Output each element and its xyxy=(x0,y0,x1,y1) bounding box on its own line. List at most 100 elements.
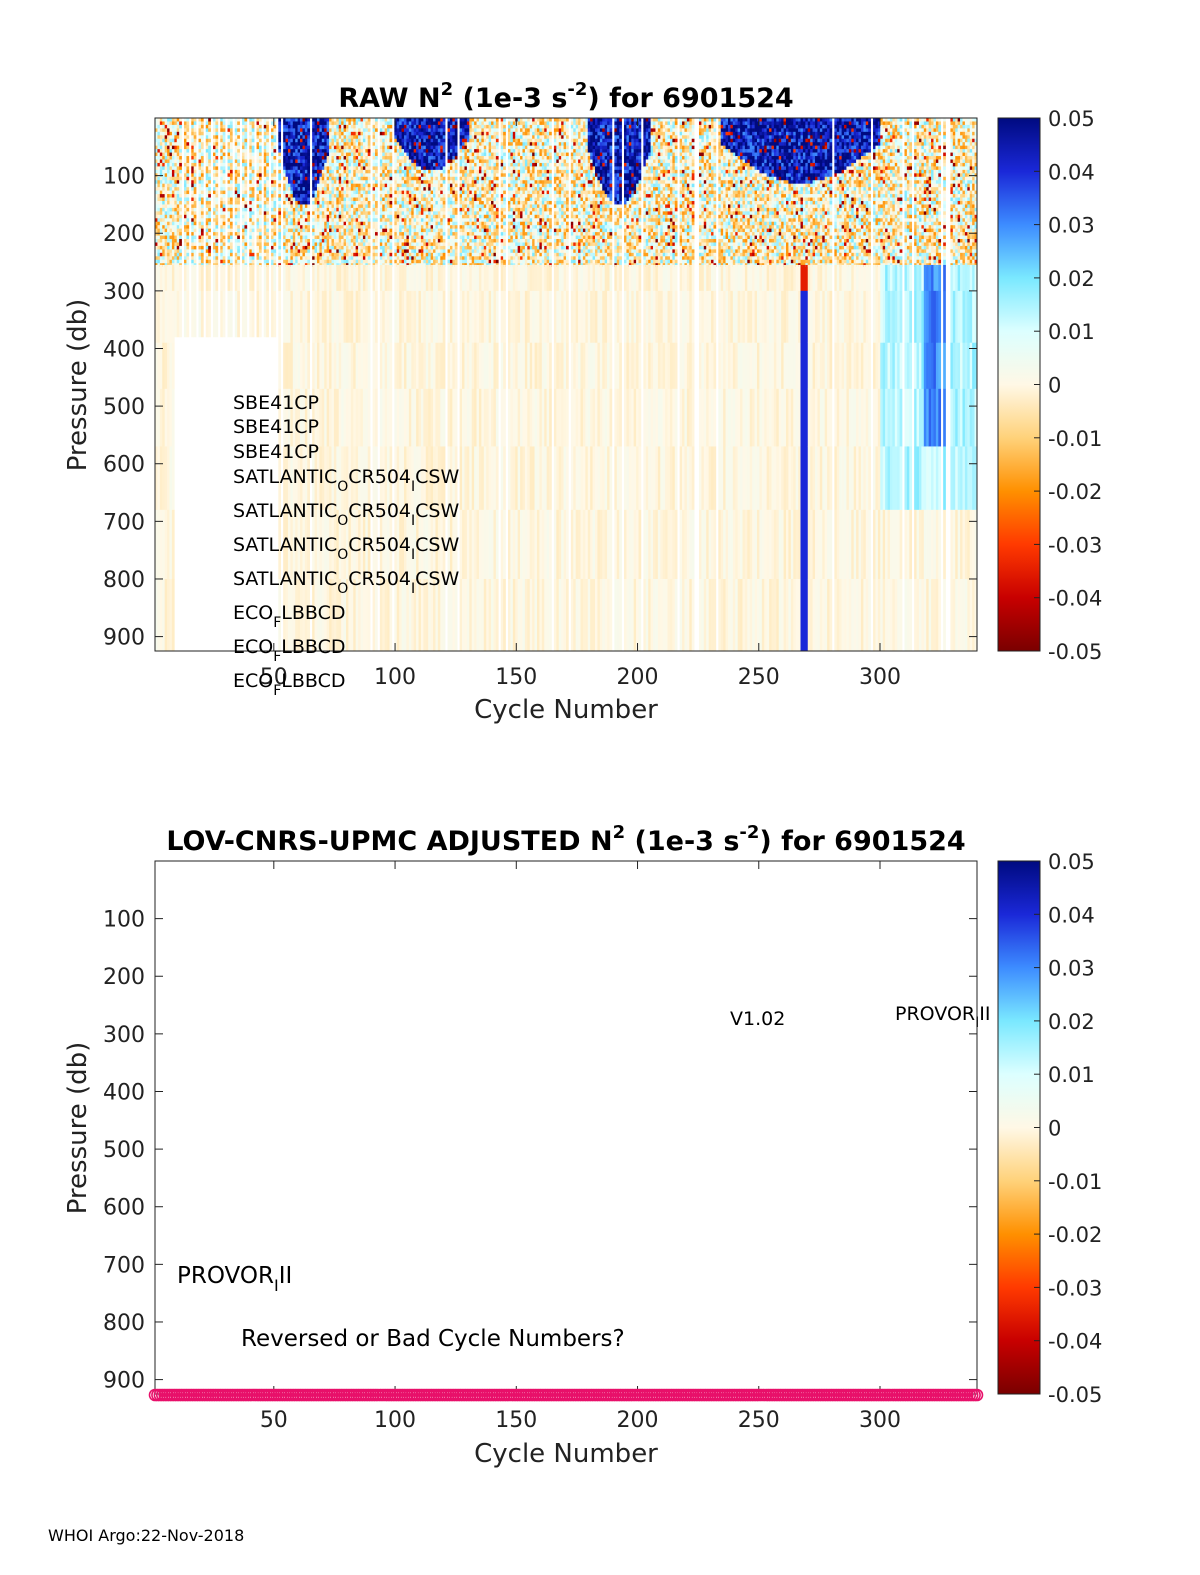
heatmap-cell xyxy=(259,180,262,184)
heatmap-cell xyxy=(399,389,402,447)
heatmap-cell xyxy=(402,256,405,260)
heatmap-cell xyxy=(334,135,337,139)
heatmap-cell xyxy=(252,253,255,257)
heatmap-cell xyxy=(170,194,173,198)
heatmap-cell xyxy=(327,229,330,233)
heatmap-cell xyxy=(172,253,175,257)
heatmap-cell xyxy=(356,139,359,143)
heatmap-cell xyxy=(172,163,175,167)
heatmap-cell xyxy=(194,166,197,170)
heatmap-cell xyxy=(438,225,441,229)
heatmap-cell xyxy=(201,204,204,208)
heatmap-cell xyxy=(443,156,446,160)
heatmap-cell xyxy=(406,153,409,157)
heatmap-cell xyxy=(344,191,347,195)
heatmap-cell xyxy=(162,184,165,188)
heatmap-cell xyxy=(344,173,347,177)
heatmap-cell xyxy=(341,146,344,150)
heatmap-cell xyxy=(356,194,359,198)
heatmap-cell xyxy=(165,191,168,195)
heatmap-cell xyxy=(264,142,267,146)
heatmap-cell xyxy=(435,125,438,129)
heatmap-cell xyxy=(356,256,359,260)
heatmap-cell xyxy=(290,208,293,212)
heatmap-cell xyxy=(223,236,226,240)
heatmap-cell xyxy=(206,222,209,226)
heatmap-cell xyxy=(223,204,226,208)
heatmap-cell xyxy=(312,191,315,195)
heatmap-cell xyxy=(327,184,330,188)
heatmap-cell xyxy=(264,125,267,129)
heatmap-cell xyxy=(390,166,393,170)
heatmap-cell xyxy=(252,153,255,157)
heatmap-cell xyxy=(293,291,296,343)
heatmap-cell xyxy=(235,253,238,257)
heatmap-cell xyxy=(228,121,231,125)
heatmap-cell xyxy=(399,260,402,264)
heatmap-cell xyxy=(165,166,168,170)
heatmap-cell xyxy=(319,194,322,198)
heatmap-cell xyxy=(237,249,240,253)
heatmap-cell xyxy=(399,198,402,202)
heatmap-cell xyxy=(172,135,175,139)
heatmap-cell xyxy=(414,249,417,253)
heatmap-cell xyxy=(402,159,405,163)
heatmap-cell xyxy=(416,163,419,167)
heatmap-cell xyxy=(431,291,434,343)
heatmap-cell xyxy=(235,187,238,191)
heatmap-cell xyxy=(399,225,402,229)
heatmap-cell xyxy=(353,229,356,233)
heatmap-cell xyxy=(215,184,218,188)
heatmap-cell xyxy=(361,180,364,184)
heatmap-cell xyxy=(271,211,274,215)
heatmap-cell xyxy=(223,260,226,264)
heatmap-cell xyxy=(423,236,426,240)
heatmap-cell xyxy=(220,149,223,153)
heatmap-cell xyxy=(259,256,262,260)
heatmap-cell xyxy=(402,187,405,191)
heatmap-cell xyxy=(165,121,168,125)
heatmap-cell xyxy=(421,198,424,202)
heatmap-cell xyxy=(167,579,170,651)
heatmap-cell xyxy=(382,142,385,146)
heatmap-cell xyxy=(167,291,170,343)
heatmap-cell xyxy=(194,260,197,264)
heatmap-cell xyxy=(300,211,303,215)
heatmap-cell xyxy=(365,229,368,233)
heatmap-cell xyxy=(305,265,308,291)
heatmap-cell xyxy=(327,242,330,246)
heatmap-cell xyxy=(165,510,168,579)
heatmap-cell xyxy=(288,265,291,291)
heatmap-cell xyxy=(336,239,339,243)
heatmap-cell xyxy=(208,159,211,163)
heatmap-cell xyxy=(300,256,303,260)
heatmap-cell xyxy=(399,218,402,222)
heatmap-cell xyxy=(426,187,429,191)
heatmap-cell xyxy=(406,118,409,122)
heatmap-cell xyxy=(252,242,255,246)
heatmap-cell xyxy=(252,239,255,243)
heatmap-cell xyxy=(387,389,390,447)
heatmap-cell xyxy=(431,128,434,132)
heatmap-cell xyxy=(317,149,320,153)
heatmap-cell xyxy=(315,163,318,167)
heatmap-cell xyxy=(259,246,262,250)
heatmap-cell xyxy=(404,218,407,222)
heatmap-cell xyxy=(382,173,385,177)
heatmap-cell xyxy=(317,222,320,226)
heatmap-cell xyxy=(305,170,308,174)
heatmap-cell xyxy=(278,149,281,153)
heatmap-cell xyxy=(344,265,347,291)
heatmap-cell xyxy=(344,194,347,198)
heatmap-cell xyxy=(230,253,233,257)
heatmap-cell xyxy=(167,246,170,250)
heatmap-cell xyxy=(252,187,255,191)
heatmap-cell xyxy=(336,139,339,143)
heatmap-cell xyxy=(448,291,451,343)
heatmap-cell xyxy=(273,156,276,160)
heatmap-cell xyxy=(365,236,368,240)
heatmap-cell xyxy=(385,253,388,257)
heatmap-cell xyxy=(375,191,378,195)
heatmap-cell xyxy=(252,184,255,188)
heatmap-cell xyxy=(307,343,310,389)
